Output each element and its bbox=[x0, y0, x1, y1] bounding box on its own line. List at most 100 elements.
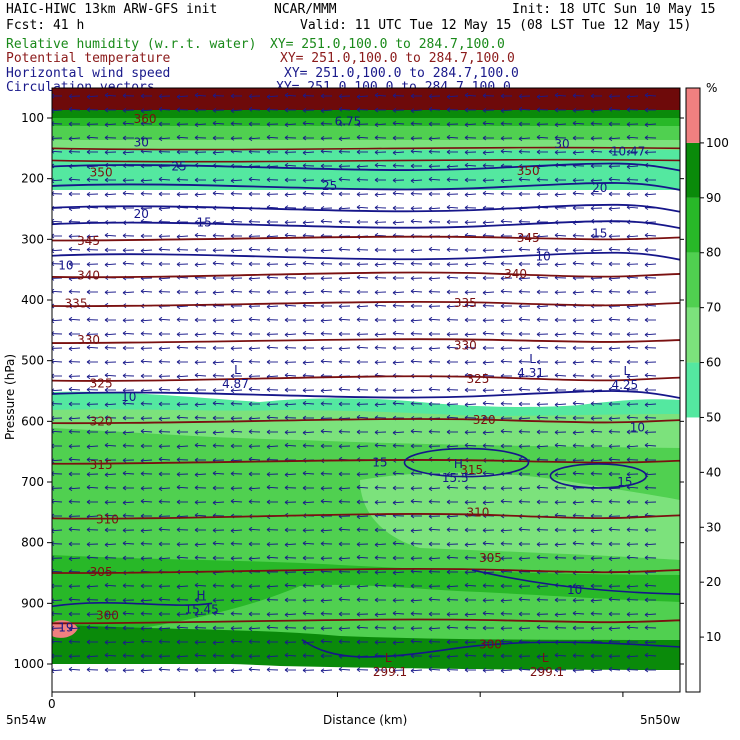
wind-vector-head bbox=[68, 416, 73, 422]
wind-vector-head bbox=[212, 360, 217, 366]
field-rh-name: Relative humidity (w.r.t. water) bbox=[6, 37, 256, 52]
wind-vector-head bbox=[518, 499, 523, 504]
wind-vector-head bbox=[104, 527, 109, 533]
wind-vector-head bbox=[302, 108, 307, 113]
wind-vector-head bbox=[176, 584, 181, 590]
wind-vector bbox=[320, 220, 333, 223]
wind-vector-head bbox=[572, 443, 577, 448]
wind-vector-head bbox=[194, 360, 199, 365]
wind-vector-head bbox=[446, 304, 451, 310]
wind-vector-head bbox=[86, 654, 91, 660]
wind-vector-head bbox=[356, 332, 361, 337]
wind-vector bbox=[302, 361, 315, 364]
wind-vector bbox=[464, 584, 477, 587]
wind-vector bbox=[446, 585, 459, 588]
wind-vector bbox=[392, 612, 405, 615]
wind-vector-head bbox=[338, 149, 343, 154]
wind-vector-head bbox=[104, 345, 109, 350]
wind-vector-head bbox=[266, 247, 271, 252]
wind-vector-head bbox=[644, 177, 649, 183]
wind-vector-head bbox=[590, 541, 595, 546]
wind-vector bbox=[212, 501, 225, 504]
wind-vector-head bbox=[626, 654, 631, 660]
wind-vector-head bbox=[518, 176, 523, 182]
speed-contour-label: 20 bbox=[134, 207, 149, 221]
wind-vector-head bbox=[482, 330, 487, 336]
wind-vector-head bbox=[428, 136, 433, 142]
wind-vector-head bbox=[284, 317, 289, 323]
speed-contour-label: 19 bbox=[58, 621, 73, 635]
wind-vector-head bbox=[302, 360, 307, 366]
wind-vector bbox=[284, 263, 297, 266]
wind-vector-head bbox=[140, 611, 145, 616]
wind-vector bbox=[86, 136, 99, 139]
wind-vector-head bbox=[248, 556, 253, 562]
wind-vector bbox=[554, 263, 567, 266]
wind-vector-head bbox=[554, 232, 559, 238]
wind-vector bbox=[248, 178, 261, 181]
wind-vector-head bbox=[212, 373, 217, 378]
wind-vector bbox=[284, 374, 297, 377]
speed-contours bbox=[52, 162, 680, 658]
wind-vector-head bbox=[500, 401, 505, 406]
wind-vector bbox=[320, 389, 333, 392]
wind-vector-head bbox=[248, 94, 253, 99]
wind-vector-head bbox=[248, 289, 253, 294]
wind-vector-head bbox=[590, 668, 595, 674]
wind-vector-head bbox=[572, 610, 577, 616]
wind-vector-head bbox=[410, 388, 415, 394]
wind-vector-head bbox=[338, 331, 343, 337]
wind-vector bbox=[230, 500, 243, 503]
wind-vector-head bbox=[266, 317, 271, 322]
wind-vector-head bbox=[212, 400, 217, 406]
wind-vector-head bbox=[68, 666, 73, 672]
wind-vector bbox=[464, 374, 477, 377]
wind-vector-head bbox=[644, 232, 649, 238]
wind-vector bbox=[518, 277, 531, 280]
wind-vector-head bbox=[392, 120, 397, 126]
wind-vector-head bbox=[554, 177, 559, 183]
wind-vector-head bbox=[590, 443, 595, 449]
wind-vector-head bbox=[392, 640, 397, 646]
wind-vector bbox=[86, 375, 99, 378]
wind-vector-head bbox=[212, 330, 217, 336]
wind-vector-head bbox=[590, 626, 595, 631]
wind-vector-head bbox=[500, 528, 505, 534]
wind-vector-head bbox=[410, 108, 415, 114]
wind-vector-head bbox=[500, 136, 505, 141]
extremum-value: 4.25 bbox=[611, 378, 638, 392]
wind-vector bbox=[410, 389, 423, 392]
wind-vector-head bbox=[410, 93, 415, 99]
wind-vector-head bbox=[428, 346, 433, 352]
wind-vector bbox=[410, 529, 423, 532]
wind-vector bbox=[536, 626, 549, 629]
wind-vector-head bbox=[86, 317, 91, 322]
speed-contour-closed bbox=[549, 463, 648, 489]
wind-vector bbox=[446, 515, 459, 518]
wind-vector-head bbox=[320, 486, 325, 491]
wind-vector bbox=[140, 529, 153, 532]
wind-vector-head bbox=[356, 359, 361, 365]
wind-vector bbox=[392, 122, 405, 125]
wind-vector-head bbox=[644, 332, 649, 338]
wind-vector-head bbox=[230, 121, 235, 126]
wind-vector bbox=[302, 571, 315, 574]
wind-vector-head bbox=[626, 374, 631, 380]
wind-vector bbox=[320, 640, 333, 643]
wind-vector-head bbox=[86, 387, 91, 392]
wind-vector-head bbox=[284, 625, 289, 630]
wind-vector-head bbox=[86, 332, 91, 337]
colorbar-tick-label: 100 bbox=[706, 136, 729, 150]
wind-vector bbox=[122, 291, 135, 294]
wind-vector-head bbox=[338, 526, 343, 532]
wind-vector bbox=[302, 262, 315, 265]
wind-vector bbox=[500, 389, 513, 392]
wind-vector-head bbox=[320, 121, 325, 126]
wind-vector bbox=[536, 445, 549, 448]
wind-vector-head bbox=[626, 429, 631, 435]
wind-vector-head bbox=[230, 443, 235, 449]
wind-vector-head bbox=[104, 512, 109, 518]
wind-vector bbox=[356, 515, 369, 518]
wind-vector bbox=[266, 416, 279, 419]
wind-vector bbox=[374, 193, 387, 196]
